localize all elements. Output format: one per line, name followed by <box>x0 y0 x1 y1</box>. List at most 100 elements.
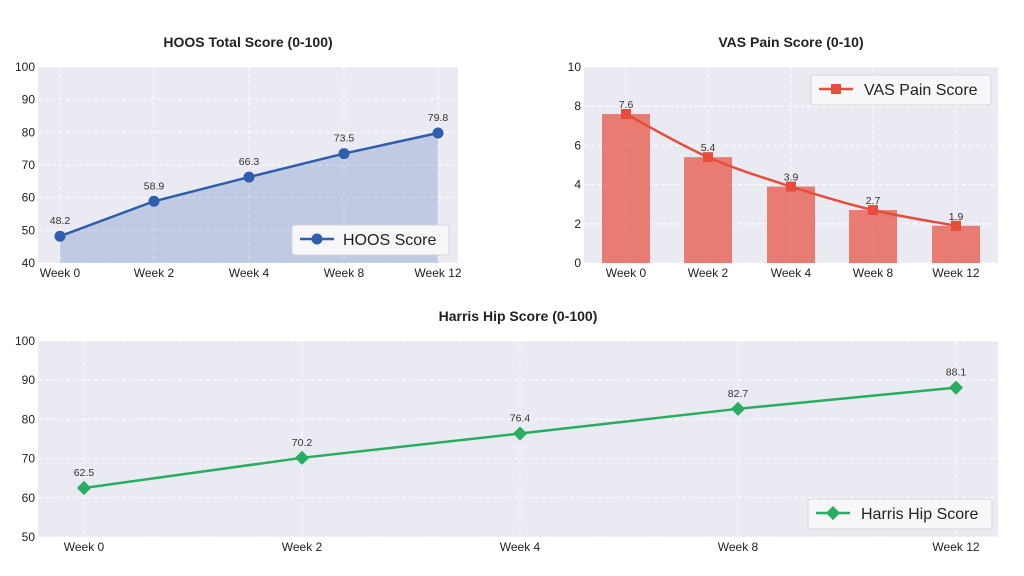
data-point <box>54 230 66 242</box>
bars <box>602 114 980 263</box>
data-point <box>294 450 310 465</box>
x-tick-label: Week 2 <box>134 266 175 280</box>
y-tick-label: 100 <box>15 334 35 348</box>
y-tick-label: 6 <box>574 138 581 152</box>
bar <box>684 157 732 263</box>
x-tick-label: Week 2 <box>282 540 323 554</box>
x-tick-label: Week 2 <box>688 266 729 280</box>
data-point <box>338 148 350 160</box>
data-labels: 7.6 5.4 3.9 2.7 1.9 <box>619 99 964 223</box>
hoos-chart: 48.2 58.9 66.3 73.5 79.8 40 50 60 70 80 90 100 Wee… <box>15 34 462 280</box>
y-tick-label: 60 <box>22 191 36 205</box>
legend: Harris Hip Score <box>807 498 993 530</box>
x-ticks: Week 0 Week 2 Week 4 Week 8 Week 12 <box>606 266 980 280</box>
x-tick-label: Week 8 <box>324 266 365 280</box>
chart-title: HOOS Total Score (0-100) <box>163 34 332 50</box>
x-tick-label: Week 12 <box>932 266 979 280</box>
x-ticks: Week 0 Week 2 Week 4 Week 8 Week 12 <box>40 266 462 280</box>
y-ticks: 0 2 4 6 8 10 <box>568 60 582 270</box>
y-tick-label: 80 <box>22 412 36 426</box>
x-tick-label: Week 4 <box>771 266 812 280</box>
legend-marker <box>311 233 323 245</box>
data-label: 62.5 <box>74 467 95 479</box>
x-tick-label: Week 4 <box>229 266 270 280</box>
y-tick-label: 70 <box>22 452 36 466</box>
legend-marker <box>825 505 841 521</box>
y-tick-label: 100 <box>15 60 35 74</box>
data-point <box>621 109 631 120</box>
y-tick-label: 10 <box>568 60 582 74</box>
x-tick-label: Week 12 <box>414 266 461 280</box>
legend: HOOS Score <box>291 224 450 256</box>
data-point <box>951 220 961 231</box>
data-point <box>512 426 528 441</box>
data-label: 70.2 <box>292 437 313 449</box>
y-tick-label: 0 <box>574 256 581 270</box>
legend: VAS Pain Score <box>810 74 992 106</box>
data-point <box>786 181 796 192</box>
x-tick-label: Week 0 <box>40 266 81 280</box>
bar <box>849 210 897 263</box>
data-point <box>948 380 964 395</box>
data-label: 66.3 <box>239 156 260 168</box>
bar <box>602 114 650 263</box>
data-point <box>868 205 878 216</box>
y-tick-label: 50 <box>22 530 36 544</box>
y-tick-label: 2 <box>574 217 581 231</box>
data-point <box>243 171 255 183</box>
x-tick-label: Week 8 <box>718 540 759 554</box>
x-tick-label: Week 0 <box>606 266 647 280</box>
data-label: 5.4 <box>701 142 716 154</box>
y-tick-label: 60 <box>22 491 36 505</box>
x-tick-label: Week 8 <box>853 266 894 280</box>
bar <box>932 225 980 263</box>
y-tick-label: 40 <box>22 256 36 270</box>
data-label: 3.9 <box>784 172 799 184</box>
markers <box>621 109 961 231</box>
chart-title: Harris Hip Score (0-100) <box>439 308 598 324</box>
y-ticks: 50 60 70 80 90 100 <box>15 334 35 544</box>
y-tick-label: 90 <box>22 93 36 107</box>
legend-label: VAS Pain Score <box>864 82 978 99</box>
x-tick-label: Week 4 <box>500 540 541 554</box>
data-label: 48.2 <box>50 215 71 227</box>
data-labels: 62.5 70.2 76.4 82.7 88.1 <box>74 367 967 479</box>
data-label: 2.7 <box>866 195 881 207</box>
data-point <box>148 195 160 207</box>
legend-box <box>810 74 992 106</box>
markers <box>54 127 444 242</box>
data-label: 79.8 <box>428 112 449 124</box>
grid <box>38 340 998 538</box>
y-tick-label: 4 <box>574 178 581 192</box>
legend-box <box>291 224 450 256</box>
data-point <box>432 127 444 139</box>
harris-chart: 62.5 70.2 76.4 82.7 88.1 50 60 70 80 90 100 Week … <box>15 308 998 554</box>
chart-title: VAS Pain Score (0-10) <box>718 34 863 50</box>
data-point <box>76 480 92 496</box>
legend-box <box>807 498 993 530</box>
data-label: 82.7 <box>728 388 749 400</box>
data-label: 76.4 <box>510 413 531 425</box>
x-tick-label: Week 12 <box>932 540 979 554</box>
x-ticks: Week 0 Week 2 Week 4 Week 8 Week 12 <box>64 540 980 554</box>
bar <box>767 186 815 263</box>
data-point <box>703 152 713 163</box>
legend-marker <box>831 84 841 94</box>
data-label: 7.6 <box>619 99 634 111</box>
data-point <box>730 401 746 416</box>
y-ticks: 40 50 60 70 80 90 100 <box>15 60 35 270</box>
x-tick-label: Week 0 <box>64 540 105 554</box>
y-tick-label: 50 <box>22 223 36 237</box>
data-label: 73.5 <box>334 133 355 145</box>
y-tick-label: 90 <box>22 373 36 387</box>
data-label: 1.9 <box>949 211 964 223</box>
y-tick-label: 70 <box>22 158 36 172</box>
data-labels: 48.2 58.9 66.3 73.5 79.8 <box>50 112 449 227</box>
data-label: 58.9 <box>144 180 165 192</box>
legend-label: HOOS Score <box>343 232 436 249</box>
y-tick-label: 8 <box>574 99 581 113</box>
markers <box>76 380 964 496</box>
legend-label: Harris Hip Score <box>861 506 978 523</box>
